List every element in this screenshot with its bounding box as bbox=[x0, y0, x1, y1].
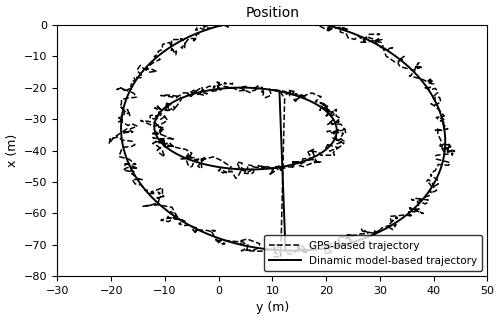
GPS-based trajectory bbox=[284, 251, 290, 255]
Dinamic model-based trajectory bbox=[282, 249, 288, 252]
Legend: GPS-based trajectory, Dinamic model-based trajectory: GPS-based trajectory, Dinamic model-base… bbox=[264, 235, 482, 271]
GPS-based trajectory bbox=[258, 89, 264, 93]
Title: Position: Position bbox=[246, 5, 300, 20]
Dinamic model-based trajectory bbox=[222, 86, 228, 90]
GPS-based trajectory bbox=[274, 255, 280, 259]
GPS-based trajectory bbox=[215, 85, 221, 89]
Dinamic model-based trajectory bbox=[288, 249, 294, 252]
Dinamic model-based trajectory bbox=[210, 234, 216, 238]
Dinamic model-based trajectory bbox=[276, 89, 282, 93]
GPS-based trajectory bbox=[212, 229, 218, 233]
Dinamic model-based trajectory bbox=[270, 17, 276, 21]
Line: GPS-based trajectory: GPS-based trajectory bbox=[109, 12, 455, 257]
GPS-based trajectory bbox=[286, 88, 292, 92]
Line: Dinamic model-based trajectory: Dinamic model-based trajectory bbox=[121, 19, 445, 251]
Dinamic model-based trajectory bbox=[431, 181, 437, 185]
Y-axis label: x (m): x (m) bbox=[6, 134, 18, 167]
GPS-based trajectory bbox=[272, 88, 278, 92]
Dinamic model-based trajectory bbox=[282, 91, 288, 94]
GPS-based trajectory bbox=[426, 178, 432, 181]
X-axis label: y (m): y (m) bbox=[256, 301, 289, 315]
Dinamic model-based trajectory bbox=[264, 87, 270, 91]
GPS-based trajectory bbox=[203, 155, 209, 158]
Dinamic model-based trajectory bbox=[202, 162, 208, 166]
GPS-based trajectory bbox=[276, 11, 282, 14]
